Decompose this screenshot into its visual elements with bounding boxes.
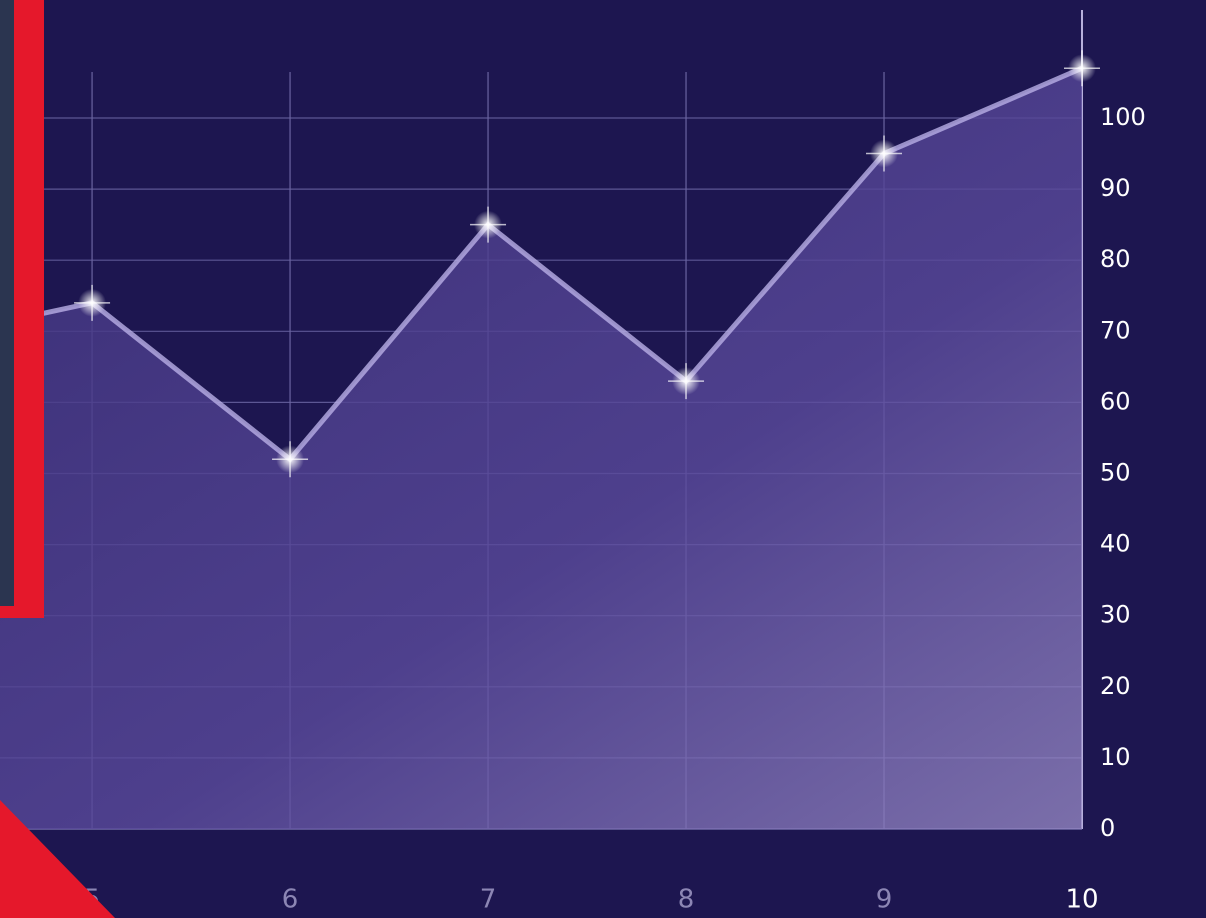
y-tick-label: 0 xyxy=(1100,814,1115,842)
x-tick-label: 9 xyxy=(876,885,893,915)
y-tick-label: 30 xyxy=(1100,601,1131,629)
y-tick-label: 70 xyxy=(1100,316,1131,344)
point-sparkle xyxy=(668,363,705,400)
photo-edge xyxy=(0,0,14,606)
point xyxy=(74,284,111,321)
y-tick-label: 50 xyxy=(1100,459,1131,487)
point-sparkle xyxy=(866,135,903,172)
y-tick-label: 100 xyxy=(1100,103,1146,131)
y-tick-label: 40 xyxy=(1100,530,1131,558)
red-triangle xyxy=(0,800,115,918)
point-sparkle xyxy=(272,441,309,478)
point xyxy=(470,206,507,243)
x-tick-label: 10 xyxy=(1065,885,1098,915)
point-sparkle xyxy=(74,284,111,321)
y-tick-label: 20 xyxy=(1100,672,1131,700)
point xyxy=(1064,50,1100,87)
y-tick-label: 10 xyxy=(1100,743,1131,771)
x-tick-label: 6 xyxy=(282,885,299,915)
y-tick-label: 60 xyxy=(1100,387,1131,415)
point-sparkle xyxy=(470,206,507,243)
x-tick-label: 8 xyxy=(678,885,695,915)
point xyxy=(866,135,903,172)
x-tick-label: 7 xyxy=(480,885,497,915)
point xyxy=(272,441,309,478)
area xyxy=(0,68,1082,829)
y-tick-label: 90 xyxy=(1100,174,1131,202)
point xyxy=(668,363,705,400)
point-sparkle xyxy=(1064,50,1100,87)
y-tick-label: 80 xyxy=(1100,245,1131,273)
